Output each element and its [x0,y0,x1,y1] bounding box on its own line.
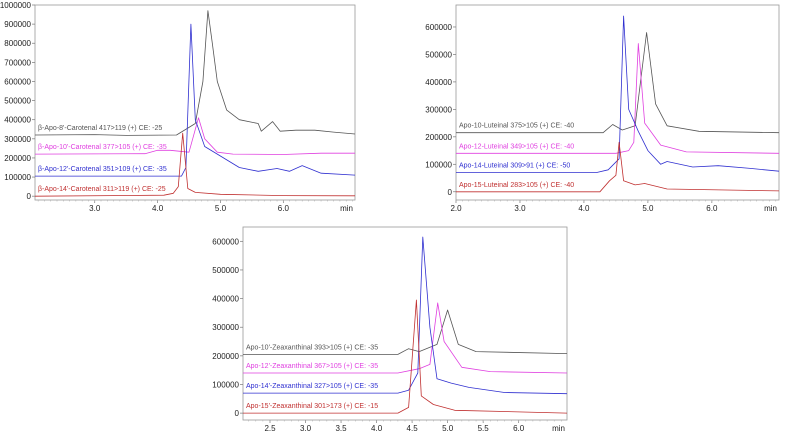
y-tick-label: 400000 [212,295,239,304]
y-tick-label: 500000 [212,266,239,275]
trace-label-4: Apo-15-Luteinal 283>105 (+) CE: -40 [459,182,574,189]
trace-label-3: Apo-14'-Zeaxanthinal 327>105 (+) CE: -35 [246,383,378,390]
y-tick-label: 400000 [4,116,31,125]
y-tick-label: 600000 [4,77,31,86]
y-tick-label: 100000 [4,173,31,182]
x-tick-label: 4.0 [152,204,164,213]
y-tick-label: 200000 [4,154,31,163]
trace-line-1 [456,32,780,134]
chromatogram-panel-2: 0 100000 200000 300000 400000 500000 600000 2.0… [425,4,780,213]
chromatogram-panel-3: 0 100000 200000 300000 400000 500000 600000 2.5… [212,226,568,433]
y-tick-label: 400000 [425,78,452,87]
y-tick-label: 600000 [212,237,239,246]
y-tick-label: 800000 [4,39,31,48]
y-tick-label: 600000 [425,23,452,32]
trace-line-4 [456,141,780,193]
trace-label-4: β-Apo-14'-Carotenal 311>119 (+) CE: -25 [38,186,166,193]
trace-label-1: Apo-10-Luteinal 375>105 (+) CE: -40 [459,123,574,130]
x-tick-label: 5.0 [442,424,454,433]
y-tick-label: 100000 [425,160,452,169]
y-tick-label: 0 [448,188,453,197]
trace-label-2: β-Apo-10'-Carotenal 377>105 (+) CE: -35 [38,144,167,151]
plot-frame [455,4,780,201]
y-tick-label: 300000 [4,135,31,144]
trace-label-2: Apo-12'-Zeaxanthinal 367>105 (+) CE: -35 [246,363,378,370]
x-unit-label: min [552,424,565,433]
trace-line-2 [243,302,568,374]
x-tick-label: 3.0 [300,424,312,433]
y-tick-label: 900000 [4,20,31,29]
trace-label-1: β-Apo-8'-Carotenal 417>119 (+) CE: -25 [38,125,162,132]
x-tick-label: 3.0 [89,204,101,213]
x-tick-label: 4.0 [578,204,590,213]
x-tick-label: 2.0 [450,204,462,213]
trace-label-1: Apo-10'-Zeaxanthinal 393>105 (+) CE: -35 [246,344,378,351]
trace-line-3 [456,15,780,173]
y-tick-label: 500000 [4,97,31,106]
y-tick-label: 300000 [212,323,239,332]
x-tick-label: 6.0 [706,204,718,213]
y-tick-label: 100000 [212,380,239,389]
y-tick-label: 1000000 [0,1,32,10]
trace-line-2 [34,117,355,155]
trace-label-2: Apo-12-Luteinal 349>105 (+) CE: -40 [459,143,574,150]
x-unit-label: min [764,204,777,213]
trace-label-3: β-Apo-12'-Carotenal 351>109 (+) CE: -35 [38,166,167,173]
trace-line-1 [34,10,356,136]
trace-label-4: Apo-15'-Zeaxanthinal 301>173 (+) CE: -15 [246,403,378,410]
trace-label-3: Apo-14-Luteinal 309>91 (+) CE: -50 [459,163,570,170]
x-tick-label: 5.0 [642,204,654,213]
x-tick-label: 3.0 [514,204,526,213]
x-tick-label: 5.5 [478,424,490,433]
trace-line-1 [243,309,568,355]
trace-line-3 [243,236,568,395]
y-tick-label: 200000 [212,352,239,361]
x-unit-label: min [340,204,353,213]
x-tick-label: 3.5 [335,424,347,433]
y-tick-label: 700000 [4,58,31,67]
y-tick-label: 300000 [425,105,452,114]
chromatogram-panel-1: 0 100000 200000 300000 400000 500000 600000 700… [0,1,356,213]
x-tick-label: 2.5 [264,424,276,433]
trace-line-2 [456,43,780,154]
y-tick-label: 0 [27,192,32,201]
x-tick-label: 4.5 [407,424,419,433]
trace-line-3 [35,23,356,177]
x-tick-label: 4.0 [371,424,383,433]
plot-frame [34,4,356,201]
y-tick-label: 200000 [425,133,452,142]
y-tick-label: 0 [235,409,240,418]
x-tick-label: 6.0 [513,424,525,433]
x-tick-label: 5.0 [215,204,227,213]
trace-line-4 [34,132,356,197]
x-tick-label: 6.0 [278,204,290,213]
trace-line-4 [243,299,568,414]
y-tick-label: 500000 [425,50,452,59]
